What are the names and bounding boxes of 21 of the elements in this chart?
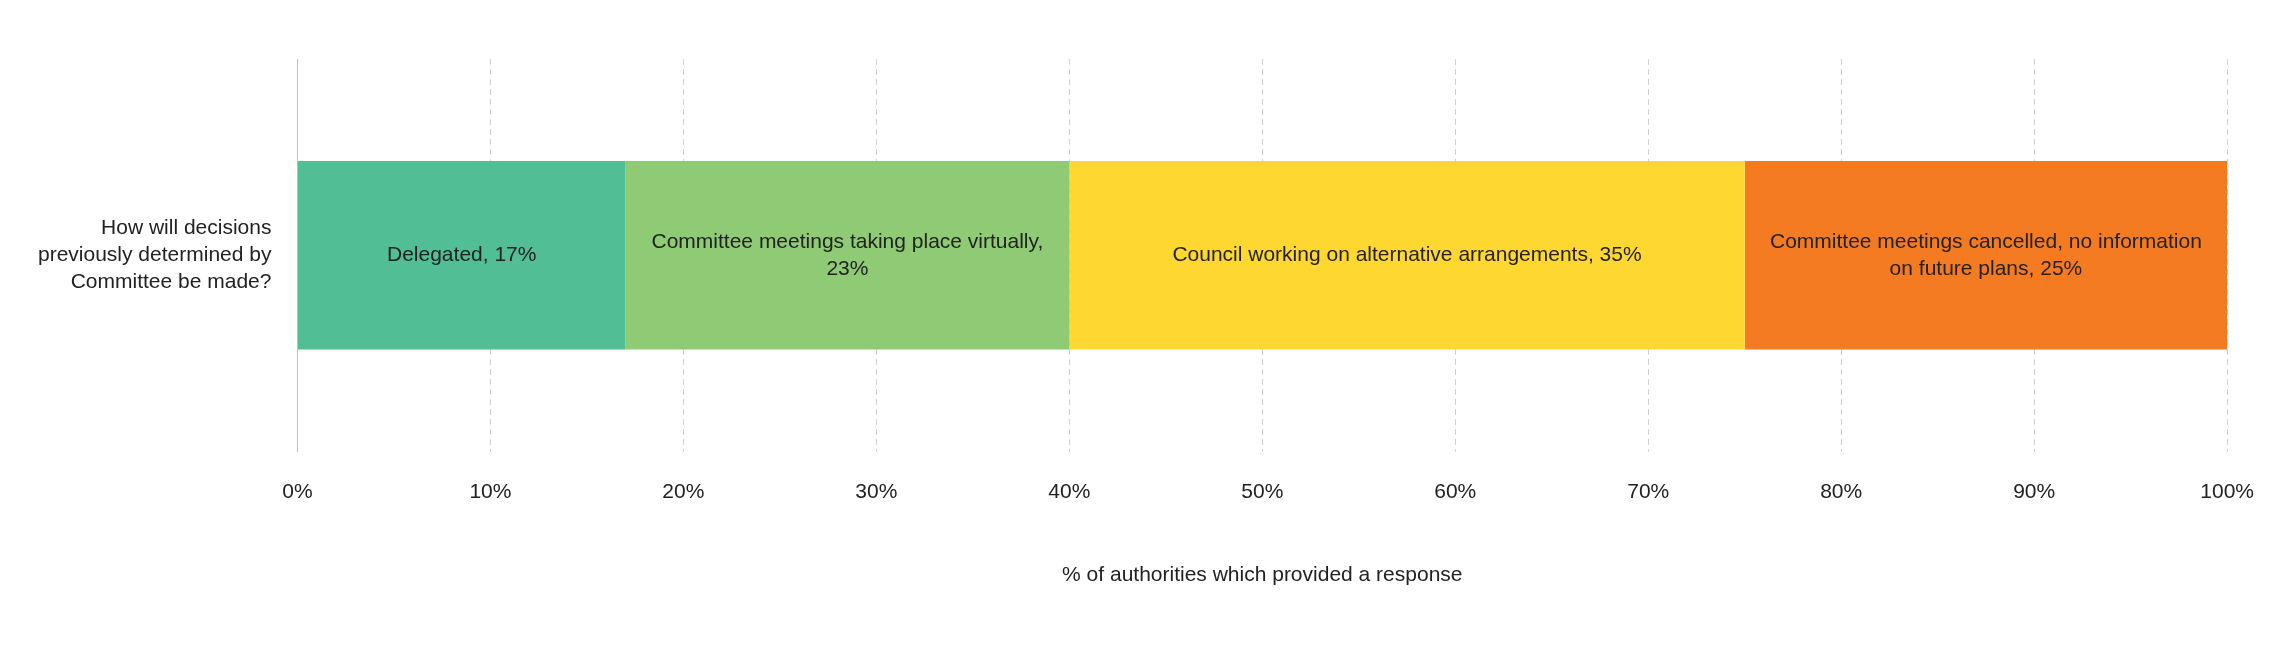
x-tick-label: 50% <box>1241 479 1284 502</box>
bar <box>625 161 1070 350</box>
bar <box>1744 161 2228 350</box>
x-tick-label: 20% <box>662 479 705 502</box>
x-tick-label: 70% <box>1627 479 1670 502</box>
bar <box>297 161 626 350</box>
x-tick-label: 30% <box>855 479 898 502</box>
x-tick-label: 40% <box>1048 479 1091 502</box>
data-label: Committee meetings taking place virtually, 23% <box>651 228 1044 279</box>
x-tick-label: 10% <box>469 479 512 502</box>
x-tick-label: 90% <box>2013 479 2056 502</box>
data-label: Council working on alternative arrangements, 35% <box>1172 242 1642 266</box>
data-label: Delegated, 17% <box>387 242 537 266</box>
y-tick-label: How will decisions previously determined by Committee be made? <box>38 214 272 293</box>
data-label: Committee meetings cancelled, no information on future plans, 25% <box>1770 228 2202 279</box>
x-axis-title: % of authorities which provided a response <box>1062 562 1463 586</box>
x-tick-label: 100% <box>2200 479 2254 502</box>
x-tick-label: 0% <box>282 479 313 502</box>
x-tick-label: 80% <box>1820 479 1863 502</box>
x-tick-label: 60% <box>1434 479 1477 502</box>
bar <box>1069 161 1745 350</box>
